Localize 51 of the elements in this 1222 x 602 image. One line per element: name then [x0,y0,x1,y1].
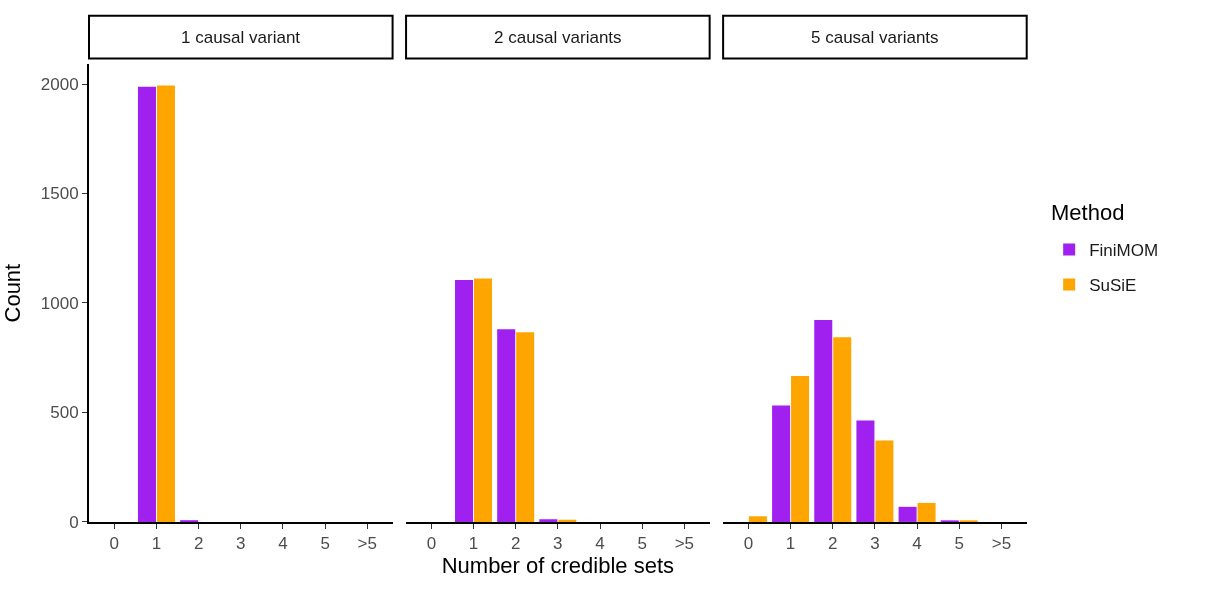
bar [748,516,767,522]
y-tick-label: 1500 [40,184,79,204]
y-tick-label: 2000 [40,75,79,94]
chart-title: 5 causal variants [811,28,939,47]
bar [875,440,894,522]
x-tick-label: 4 [595,534,605,554]
bar [833,337,852,522]
y-tick-label: 1000 [40,293,79,313]
x-axis-title: Number of credible sets [441,553,675,579]
bar [772,405,791,522]
bar [455,280,474,522]
x-tick-label: >5 [991,534,1012,554]
x-tick-label: 2 [828,534,838,554]
x-tick-label: 2 [193,534,204,554]
x-tick-label: >5 [357,534,377,554]
bar [156,85,175,522]
bar [474,278,493,522]
y-tick-label: 500 [50,403,79,423]
legend-label: FiniMOM [1089,241,1159,261]
bar [814,320,833,522]
legend-title: Method [1051,200,1125,225]
y-axis-title: Count [0,263,25,323]
bar [137,86,156,522]
x-tick-label: 3 [553,534,563,554]
x-tick-label: 2 [510,534,521,554]
x-tick-label: 0 [743,534,754,554]
x-tick-label: 0 [109,534,120,554]
bar [917,502,936,522]
x-tick-label: 5 [320,534,330,554]
x-tick-label: 4 [912,534,922,554]
bar [516,332,535,522]
bar [856,420,875,522]
y-tick-label: 0 [69,512,79,532]
x-tick-label: 5 [637,534,647,554]
bar [898,506,917,522]
x-tick-label: 1 [151,534,162,554]
x-tick-label: >5 [674,534,695,554]
x-tick-label: 1 [468,534,479,554]
x-tick-label: 5 [954,534,964,554]
bar [539,519,558,522]
x-tick-label: 1 [785,534,796,554]
legend-label: SuSiE [1089,276,1137,296]
x-tick-label: 3 [870,534,880,554]
x-tick-label: 0 [426,534,437,554]
bar [558,519,577,522]
x-tick-label: 3 [236,534,246,554]
bar [497,329,516,522]
chart-title: 2 causal variants [494,28,622,47]
chart-title: 1 causal variant [181,28,301,47]
x-tick-label: 4 [278,534,288,554]
bar [791,375,810,522]
